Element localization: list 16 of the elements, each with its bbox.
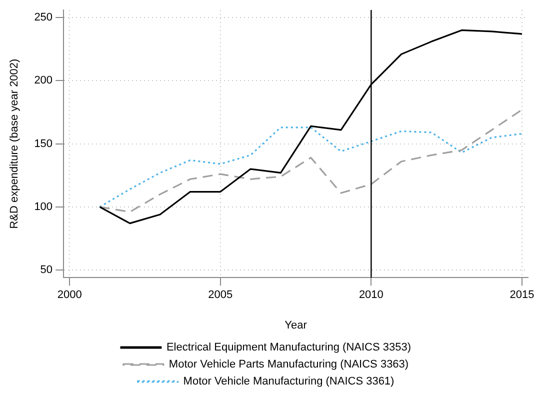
y-tick-label: 50 [40,264,53,276]
x-tick-label: 2010 [358,289,384,302]
legend-label: Electrical Equipment Manufacturing (NAICS 3353) [166,342,412,354]
x-tick-label: 2005 [208,289,233,302]
y-tick-label: 150 [34,138,53,150]
x-axis-title: Year [284,319,308,332]
line-series [98,108,523,213]
y-axis-title: R&D expenditure (base year 2002) [8,58,21,229]
legend-label: Motor Vehicle Manufacturing (NAICS 3361) [183,376,394,388]
y-tick-label: 200 [34,74,53,87]
y-tick-label: 100 [34,200,53,213]
line-series [98,126,523,208]
x-tick-label: 2015 [510,289,534,302]
y-tick-label: 250 [34,12,53,24]
x-tick-label: 2000 [57,289,82,302]
legend-label: Motor Vehicle Parts Manufacturing (NAICS 3363) [168,358,409,371]
